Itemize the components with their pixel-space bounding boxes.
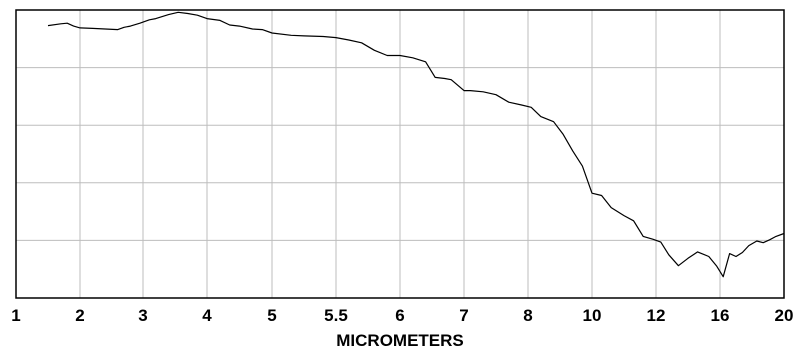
- x-tick-label: 6: [395, 306, 404, 325]
- x-tick-label: 1: [11, 306, 20, 325]
- vertical-grid: [79, 10, 721, 298]
- x-tick-label: 20: [775, 306, 794, 325]
- x-tick-label: 5: [267, 306, 276, 325]
- x-tick-label: 10: [583, 306, 602, 325]
- x-tick-label: 7: [459, 306, 468, 325]
- x-tick-label: 4: [202, 306, 212, 325]
- x-axis-title: MICROMETERS: [336, 331, 464, 350]
- x-tick-labels: 1 2 3 4 5 5.5 6 7 8 10 12 16 20: [11, 306, 793, 325]
- x-tick-label: 16: [711, 306, 730, 325]
- series-group: [47, 11, 785, 278]
- x-tick-label: 5.5: [324, 306, 348, 325]
- x-tick-label: 3: [138, 306, 147, 325]
- x-tick-label: 2: [75, 306, 84, 325]
- x-tick-label: 12: [647, 306, 666, 325]
- plot-frame: [15, 9, 785, 299]
- spectrum-line: [47, 11, 785, 278]
- x-tick-label: 8: [523, 306, 532, 325]
